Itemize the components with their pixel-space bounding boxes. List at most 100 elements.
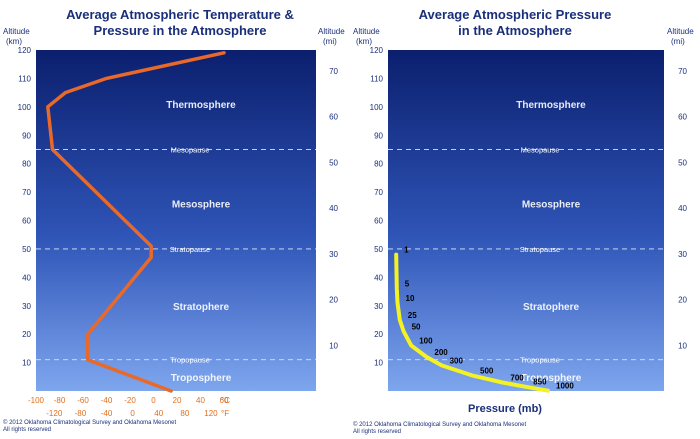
pressure-level-label: 700 [510,373,524,382]
mi-tick-label: 50 [329,158,338,167]
pressure-plot-area [388,50,664,391]
pressure-level-label: 5 [405,280,410,289]
km-tick-label: 110 [18,74,31,83]
celsius-tick-label: 0 [151,396,156,405]
pressure-level-label: 300 [450,356,464,365]
mi-tick-label: 40 [329,204,338,213]
layer-label: Troposphere [171,373,232,384]
fahrenheit-unit: °F [221,409,229,418]
km-tick-label: 70 [22,188,31,197]
left-km-axis-title-2: (km) [6,37,22,46]
km-tick-label: 10 [22,359,31,368]
right-km-axis-title-1: Altitude [353,27,380,36]
mi-tick-label: 70 [329,67,338,76]
km-tick-label: 40 [374,273,383,282]
temperature-layer-labels: Thermosphere Mesosphere Stratophere Troposp… [166,100,236,384]
celsius-tick-label: 60 [220,396,229,405]
km-tick-label: 10 [374,359,383,368]
right-km-axis-title-2: (km) [356,37,372,46]
temperature-km-ticks: 10 20 30 40 50 60 70 80 90 100 110 120 [18,46,32,368]
right-copyright-line-1: © 2012 Oklahoma Climatological Survey an… [353,421,527,428]
km-tick-label: 70 [374,188,383,197]
mi-tick-label: 10 [329,341,338,350]
layer-label: Stratophere [173,302,230,313]
pressure-mi-ticks: 10 20 30 40 50 60 70 [678,67,687,350]
pause-label: Mesopause [521,145,560,154]
mi-tick-label: 20 [678,296,687,305]
fahrenheit-tick-label: -40 [101,409,113,418]
pause-label: Stratopause [170,245,210,254]
celsius-unit: °C [221,396,230,405]
celsius-tick-label: 40 [196,396,205,405]
pressure-level-label: 1000 [556,382,574,391]
celsius-tick-label: 20 [173,396,182,405]
pressure-level-label: 100 [419,337,433,346]
km-tick-label: 40 [22,273,31,282]
fahrenheit-tick-label: -120 [46,409,63,418]
fahrenheit-tick-label: 0 [130,409,135,418]
pause-label: Tropopause [520,356,560,365]
layer-label: Thermosphere [516,100,586,111]
mi-tick-label: 30 [678,250,687,259]
pressure-level-label: 1 [404,246,409,255]
km-tick-label: 100 [370,103,384,112]
pressure-series-line [394,252,550,393]
mi-tick-label: 20 [329,296,338,305]
pressure-chart-title: Average Atmospheric Pressure [419,7,612,22]
layer-label: Thermosphere [166,100,236,111]
pressure-chart-subtitle: in the Atmosphere [458,23,572,38]
km-tick-label: 50 [22,245,31,254]
pressure-level-label: 50 [412,322,421,331]
pressure-km-ticks: 10 20 30 40 50 60 70 80 90 100 110 120 [370,46,384,368]
temperature-pause-lines: Mesopause Stratopause Tropopause [36,145,316,365]
mi-tick-label: 30 [329,250,338,259]
temperature-series-line [46,51,226,393]
layer-label: Mesosphere [522,199,581,210]
km-tick-label: 30 [22,302,31,311]
pressure-level-label: 10 [406,294,415,303]
mi-tick-label: 50 [678,158,687,167]
celsius-tick-label: -100 [28,396,45,405]
left-copyright-line-2: All rights reserved [3,427,51,433]
pressure-layer-labels: Thermosphere Mesosphere Stratophere Troposp… [516,100,586,384]
km-tick-label: 20 [22,330,31,339]
km-tick-label: 100 [18,103,32,112]
temperature-chart-subtitle: Pressure in the Atmosphere [94,23,267,38]
mi-tick-label: 70 [678,67,687,76]
pause-label: Mesopause [171,145,210,154]
celsius-tick-label: -80 [54,396,66,405]
celsius-tick-label: -20 [124,396,136,405]
temperature-chart-title: Average Atmospheric Temperature & [66,7,294,22]
fahrenheit-tick-label: 80 [180,409,189,418]
pressure-pause-lines: Mesopause Stratopause Tropopause [388,145,664,365]
km-tick-label: 30 [374,302,383,311]
pressure-level-label: 25 [408,311,417,320]
km-tick-label: 60 [374,217,383,226]
km-tick-label: 60 [22,217,31,226]
left-copyright-line-1: © 2012 Oklahoma Climatological Survey an… [3,419,177,426]
left-mi-axis-title-2: (mi) [323,37,337,46]
temperature-chart: Average Atmospheric Temperature & Pressu… [3,7,345,433]
mi-tick-label: 60 [678,113,687,122]
right-mi-axis-title-2: (mi) [671,37,685,46]
pressure-axis-title: Pressure (mb) [468,403,542,415]
pressure-level-label: 850 [533,378,547,387]
pause-label: Tropopause [170,356,210,365]
pressure-level-label: 200 [434,348,448,357]
km-tick-label: 110 [370,74,383,83]
fahrenheit-tick-label: 120 [204,409,218,418]
left-mi-axis-title-1: Altitude [318,27,345,36]
pause-label: Stratopause [520,245,560,254]
right-mi-axis-title-1: Altitude [667,27,694,36]
km-tick-label: 50 [374,245,383,254]
temperature-plot-area [36,50,316,391]
km-tick-label: 80 [374,160,383,169]
km-tick-label: 90 [22,131,31,140]
km-tick-label: 120 [370,46,384,55]
layer-label: Troposphere [521,373,582,384]
km-tick-label: 90 [374,131,383,140]
temperature-mi-ticks: 10 20 30 40 50 60 70 [329,67,338,350]
mi-tick-label: 10 [678,341,687,350]
